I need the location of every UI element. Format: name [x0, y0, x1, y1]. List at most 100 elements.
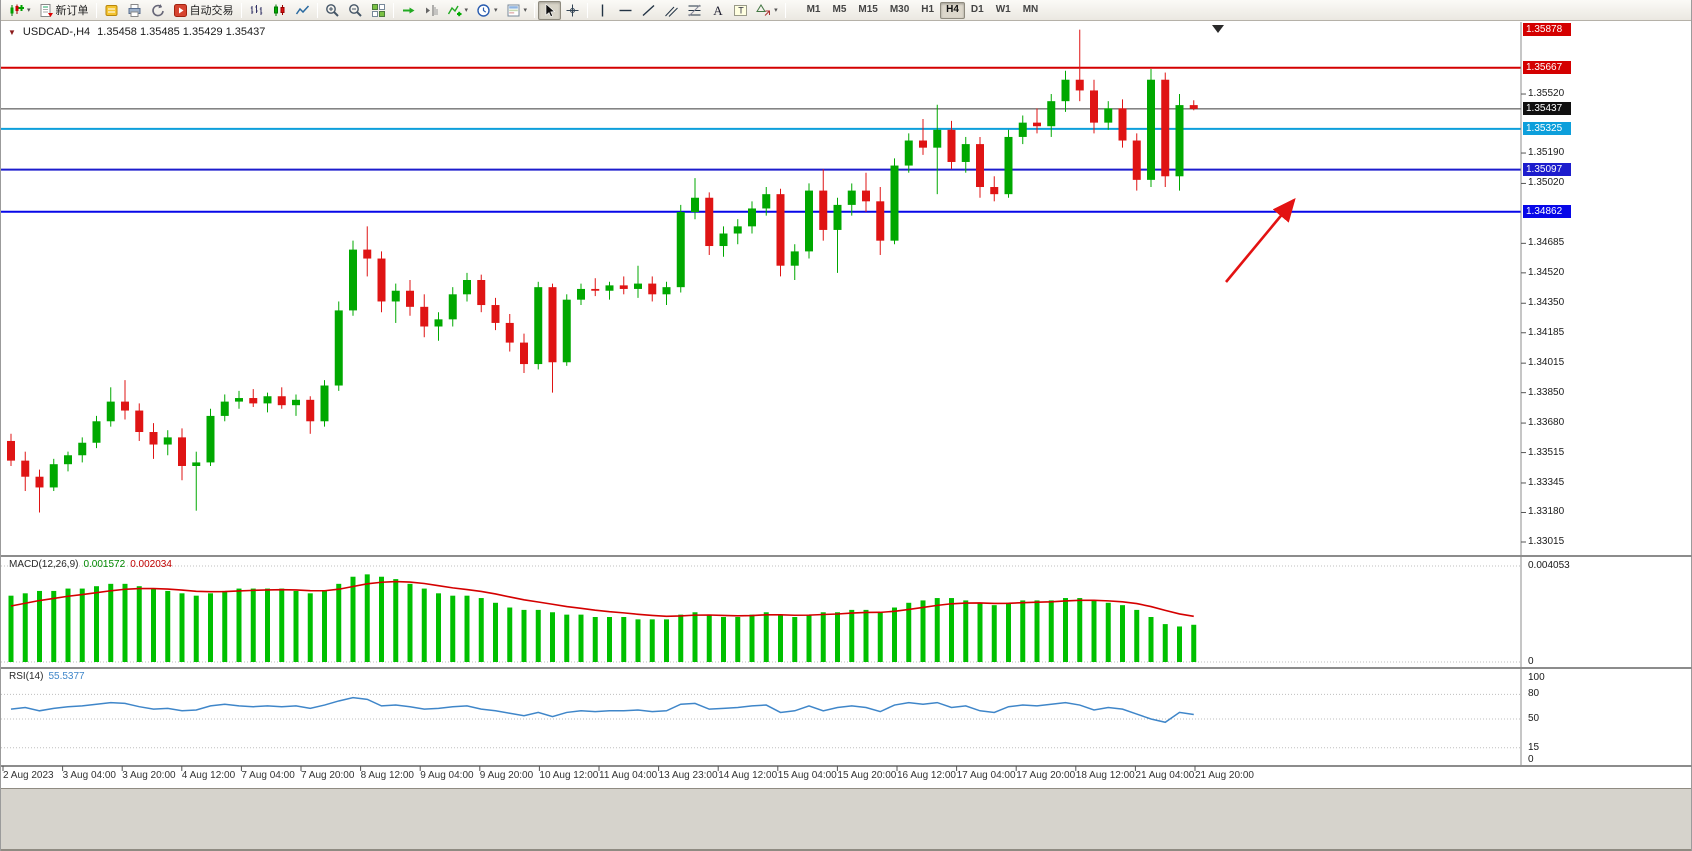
candle [149, 423, 158, 459]
price-axis-tick: 1.34185 [1528, 326, 1565, 338]
toolbar: ▾ 新订单 自动交易 ▾ ▾ ▾ A T ▾ M1 M5 M15 M30 H1 H4 D1 W1 MN [1, 0, 1691, 21]
macd-bar [621, 616, 627, 662]
candle [420, 294, 429, 338]
rsi-indicator-label: RSI(14) 55.5377 [9, 671, 85, 682]
horizontal-price-lines[interactable] [1, 66, 1521, 213]
autotrading-button[interactable]: 自动交易 [169, 1, 238, 20]
label-tool-button[interactable]: T [729, 1, 752, 20]
periods-button[interactable]: ▾ [472, 1, 502, 20]
time-axis-label: 8 Aug 12:00 [360, 770, 414, 781]
candle [477, 274, 486, 313]
macd-bar [749, 614, 755, 662]
price-line-label: 1.35325 [1523, 121, 1571, 135]
rsi-name: RSI(14) [9, 671, 44, 682]
new-order-button[interactable]: 新订单 [35, 1, 93, 20]
macd-bar [592, 616, 598, 662]
chart-shift-button[interactable] [420, 1, 443, 20]
trendline-tool-button[interactable] [637, 1, 660, 20]
zoom-in-button[interactable] [321, 1, 344, 20]
macd-bar [165, 590, 171, 662]
new-order-label: 新订单 [55, 5, 89, 17]
channel-tool-button[interactable] [660, 1, 683, 20]
arrows-tool-button[interactable]: ▾ [752, 1, 782, 20]
candle [790, 244, 799, 281]
timeframe-M15[interactable]: M15 [858, 3, 878, 15]
candle [49, 458, 58, 492]
candle [833, 197, 842, 273]
line-chart-mode-button[interactable] [291, 1, 314, 20]
refresh-button[interactable] [146, 1, 169, 20]
tile-windows-button[interactable] [367, 1, 390, 20]
timeframe-W1[interactable]: W1 [995, 3, 1011, 15]
bar-chart-mode-icon [249, 3, 264, 18]
zoom-in-icon [325, 3, 340, 18]
auto-scroll-button[interactable] [397, 1, 420, 20]
time-axis-label: 16 Aug 12:00 [897, 770, 956, 781]
candle [520, 333, 528, 373]
time-axis[interactable]: 2 Aug 2023 3 Aug 04:00 3 Aug 20:00 4 Aug 12… [1, 770, 1521, 788]
new-chart-button[interactable]: ▾ [5, 1, 35, 20]
candle [349, 240, 357, 316]
vertical-line-tool-button[interactable] [591, 1, 614, 20]
bar-chart-mode-button[interactable] [245, 1, 268, 20]
price-axis-tick: 1.34015 [1528, 357, 1565, 369]
timeframe-H1[interactable]: H1 [921, 3, 935, 15]
chart-menu-icon[interactable]: ▼ [8, 27, 16, 37]
candle [1061, 70, 1070, 112]
candle [976, 136, 984, 198]
annotation-arrow[interactable] [1224, 197, 1296, 283]
grid-lines [1, 565, 1521, 749]
macd-bar [649, 619, 655, 662]
macd-bar [179, 593, 185, 662]
templates-button[interactable]: ▾ [502, 1, 532, 20]
crosshair-tool-button[interactable] [561, 1, 584, 20]
macd-bar [892, 607, 897, 662]
candle [320, 380, 329, 427]
channel-tool-icon [664, 3, 679, 18]
macd-bar [949, 598, 954, 662]
time-axis-label: 7 Aug 20:00 [301, 770, 355, 781]
rsi-axis-tick: 50 [1528, 713, 1540, 724]
timeframe-H4[interactable]: H4 [940, 1, 965, 19]
macd-bar [1105, 602, 1111, 662]
candle [1132, 133, 1141, 191]
macd-bar [136, 586, 142, 662]
macd-bar [208, 593, 213, 662]
chart-shift-marker-icon[interactable] [1212, 25, 1224, 33]
timeframe-D1[interactable]: D1 [970, 3, 984, 15]
candle [249, 389, 258, 407]
candle [292, 394, 300, 416]
candlestick-mode-button[interactable] [268, 1, 291, 20]
macd-bar [521, 609, 527, 662]
macd-bar [193, 595, 199, 662]
price-line-label: 1.35437 [1523, 101, 1571, 115]
candle [78, 437, 87, 463]
macd-bar [379, 576, 384, 662]
candle [548, 283, 557, 393]
data-window-button[interactable] [123, 1, 146, 20]
fibonacci-tool-button[interactable] [683, 1, 706, 20]
zoom-out-button[interactable] [344, 1, 367, 20]
text-tool-button[interactable]: A [706, 1, 729, 20]
candle [591, 278, 600, 297]
macd-bar [1191, 624, 1197, 662]
candle [619, 276, 628, 295]
price-chart[interactable] [1, 22, 1692, 789]
macd-bar [122, 583, 128, 662]
timeframe-MN[interactable]: MN [1022, 3, 1039, 15]
indicators-button[interactable]: ▾ [443, 1, 473, 20]
horizontal-line-tool-button[interactable] [614, 1, 637, 20]
timeframe-M5[interactable]: M5 [832, 3, 847, 15]
candle [534, 281, 543, 370]
time-axis-label: 3 Aug 04:00 [62, 770, 116, 781]
macd-bar [22, 593, 28, 662]
candle [1189, 100, 1198, 111]
macd-bar [108, 583, 114, 662]
macd-bar [863, 609, 869, 662]
cursor-tool-button[interactable] [538, 0, 562, 20]
pane-separators[interactable] [1, 22, 1692, 767]
market-watch-button[interactable] [100, 1, 123, 20]
timeframe-M1[interactable]: M1 [806, 3, 821, 15]
timeframe-M30[interactable]: M30 [889, 3, 910, 15]
